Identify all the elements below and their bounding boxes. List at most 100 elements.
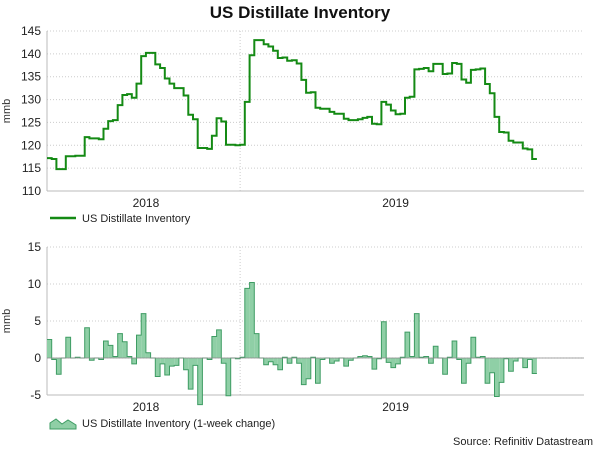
inventory-x-ticks: 2018 2019 xyxy=(133,196,410,210)
inventory-y-axis-label: mmb xyxy=(1,99,13,123)
area-bar xyxy=(160,358,165,364)
area-bar xyxy=(301,358,307,385)
area-bar xyxy=(216,329,222,358)
area-bar xyxy=(372,358,377,370)
y-tick-label: 125 xyxy=(21,115,41,129)
area-bar xyxy=(390,358,396,368)
weekly-change-legend-label: US Distillate Inventory (1-week change) xyxy=(82,418,275,430)
x-tick-label: 2018 xyxy=(133,196,160,210)
y-tick-label: 120 xyxy=(21,138,41,152)
area-bar xyxy=(117,333,123,358)
area-bar xyxy=(461,358,467,384)
area-bar xyxy=(395,358,401,364)
area-bar xyxy=(226,358,231,396)
area-bar xyxy=(197,358,203,405)
area-bar xyxy=(343,358,349,367)
y-tick-label: -5 xyxy=(30,388,41,402)
area-bar xyxy=(263,358,269,365)
area-bar xyxy=(499,358,504,383)
area-bar xyxy=(193,358,198,366)
area-bar xyxy=(489,358,495,373)
x-tick-label: 2019 xyxy=(382,196,409,210)
area-bar xyxy=(287,358,292,364)
area-bar xyxy=(442,358,448,375)
area-bar xyxy=(456,358,462,360)
area-bar xyxy=(527,358,533,360)
area-bar xyxy=(381,321,387,358)
y-tick-label: 115 xyxy=(22,161,41,175)
area-bar xyxy=(84,327,90,358)
area-bar xyxy=(508,358,514,372)
area-bar xyxy=(122,341,128,358)
area-bar xyxy=(211,336,217,358)
area-bar xyxy=(221,358,227,364)
weekly-change-x-ticks: 2018 2019 xyxy=(133,400,410,414)
area-bar xyxy=(254,333,260,358)
area-bar xyxy=(56,358,62,375)
area-bar xyxy=(155,358,161,377)
x-tick-label: 2019 xyxy=(382,400,409,414)
area-bar xyxy=(296,358,302,364)
area-bar xyxy=(65,337,71,358)
area-bar xyxy=(386,358,391,363)
area-bar xyxy=(112,356,118,358)
inventory-grid xyxy=(46,30,584,192)
area-bar xyxy=(108,345,113,358)
area-bar xyxy=(249,282,255,358)
y-tick-label: 0 xyxy=(34,351,41,365)
area-bar xyxy=(452,341,457,358)
area-bar xyxy=(423,356,429,358)
area-bar xyxy=(164,358,170,375)
area-bar xyxy=(405,332,410,358)
area-bar xyxy=(131,358,137,364)
area-bar xyxy=(522,358,528,368)
area-bar xyxy=(362,355,368,358)
inventory-series xyxy=(47,39,537,171)
chart-title: US Distillate Inventory xyxy=(210,3,391,22)
area-outline xyxy=(47,282,537,406)
area-bar xyxy=(433,346,439,358)
weekly-change-panel: -5 0 5 10 15 mmb 2018 2019 US Distillate Inve… xyxy=(1,240,584,430)
area-bar xyxy=(103,341,109,358)
area-bar xyxy=(315,358,321,384)
y-tick-label: 140 xyxy=(21,47,41,61)
area-bar xyxy=(174,358,179,366)
inventory-panel: 110 115 120 125 130 135 140 145 mmb 2018 2019 US… xyxy=(1,24,584,225)
y-tick-label: 15 xyxy=(28,240,42,254)
area-bar xyxy=(357,356,363,358)
area-bar xyxy=(532,358,537,374)
weekly-change-y-ticks: -5 0 5 10 15 xyxy=(28,240,42,402)
area-bar xyxy=(127,356,132,358)
area-bar xyxy=(494,358,500,397)
area-bar xyxy=(348,358,354,361)
area-bar xyxy=(320,358,325,360)
area-bar xyxy=(268,358,274,362)
inventory-legend-label: US Distillate Inventory xyxy=(82,213,191,225)
area-bar xyxy=(485,358,490,384)
y-tick-label: 145 xyxy=(21,24,41,38)
y-tick-label: 135 xyxy=(21,70,41,84)
area-bar xyxy=(273,358,278,365)
area-bar xyxy=(145,352,151,358)
area-bar xyxy=(480,356,486,358)
area-bar xyxy=(207,358,212,360)
area-bar xyxy=(183,358,189,370)
area-bar xyxy=(188,358,194,390)
area-bar xyxy=(409,356,415,358)
area-bar xyxy=(466,358,471,364)
weekly-change-legend-swatch xyxy=(49,418,77,430)
source-note: Source: Refinitiv Datastream xyxy=(453,436,593,448)
area-bar xyxy=(334,358,340,361)
weekly-change-y-axis-label: mmb xyxy=(1,309,13,333)
area-bar xyxy=(428,358,434,364)
area-bar xyxy=(89,358,95,361)
inventory-y-ticks: 110 115 120 125 130 135 140 145 xyxy=(21,24,41,198)
y-tick-label: 130 xyxy=(21,93,41,107)
area-bar xyxy=(169,358,175,367)
area-bar xyxy=(136,335,142,358)
area-bar xyxy=(47,339,52,358)
weekly-change-series xyxy=(47,282,584,406)
area-bar xyxy=(51,358,57,360)
area-bar xyxy=(513,358,519,361)
area-bar xyxy=(470,337,476,358)
